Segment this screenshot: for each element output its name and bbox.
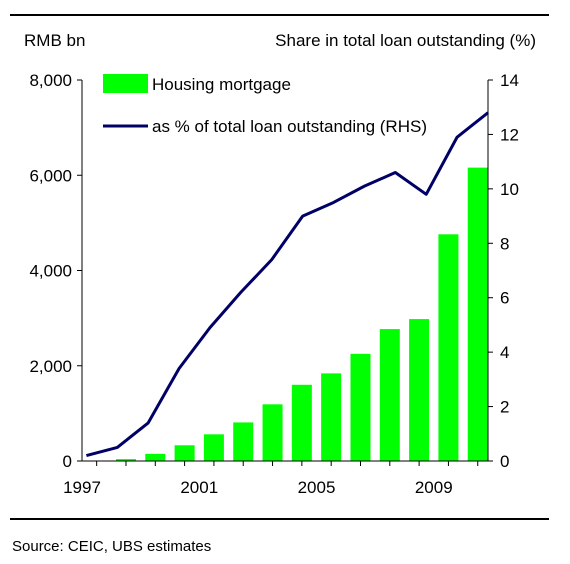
left-tick-label: 8,000 (29, 71, 72, 90)
bar-2009 (438, 234, 459, 461)
x-tick-label: 2005 (298, 478, 336, 497)
bar-2006 (350, 353, 371, 461)
top-rule (10, 14, 549, 16)
bottom-rule (10, 518, 549, 520)
legend-line-label: as % of total loan outstanding (RHS) (152, 117, 427, 136)
right-tick-label: 4 (500, 343, 509, 362)
bar-2005 (321, 373, 342, 461)
bar-2007 (379, 329, 400, 461)
x-tick-label: 2001 (180, 478, 218, 497)
right-tick-label: 8 (500, 234, 509, 253)
left-tick-label: 4,000 (29, 262, 72, 281)
bar-2003 (262, 404, 283, 461)
x-tick-label: 1997 (63, 478, 101, 497)
bar-1999 (145, 453, 166, 461)
bar-2001 (203, 434, 224, 461)
right-axis-unit: Share in total loan outstanding (%) (275, 31, 536, 50)
right-tick-label: 12 (500, 125, 519, 144)
bar-2008 (409, 319, 430, 461)
left-tick-label: 2,000 (29, 357, 72, 376)
left-tick-label: 6,000 (29, 166, 72, 185)
share-line (86, 111, 489, 458)
bar-2002 (233, 422, 254, 461)
line-series (86, 111, 489, 458)
left-axis-ticks: 0 2,000 4,000 6,000 8,000 (29, 71, 82, 471)
right-tick-label: 6 (500, 289, 509, 308)
bar-series (115, 167, 488, 461)
bar-2010 (467, 167, 488, 461)
right-tick-label: 14 (500, 71, 519, 90)
bar-2004 (291, 384, 312, 461)
bar-2000 (174, 445, 195, 461)
right-tick-label: 10 (500, 180, 519, 199)
right-tick-label: 2 (500, 398, 509, 417)
right-tick-label: 0 (500, 452, 509, 471)
x-tick-label: 2009 (415, 478, 453, 497)
bar-1998 (115, 459, 136, 461)
right-axis-ticks: 0 2 4 6 8 10 12 14 (488, 71, 519, 471)
legend-bar-swatch (103, 74, 148, 93)
mortgage-chart: 0 2,000 4,000 6,000 8,000 0 2 4 6 8 10 12 14 1997 20… (29, 71, 519, 497)
x-axis-ticks: 1997 2001 2005 2009 (63, 461, 479, 497)
legend-bar-label: Housing mortgage (152, 75, 291, 94)
left-axis-unit: RMB bn (24, 31, 86, 50)
left-tick-label: 0 (63, 452, 72, 471)
source-note: Source: CEIC, UBS estimates (12, 538, 212, 555)
legend: Housing mortgage as % of total loan outs… (103, 74, 427, 136)
